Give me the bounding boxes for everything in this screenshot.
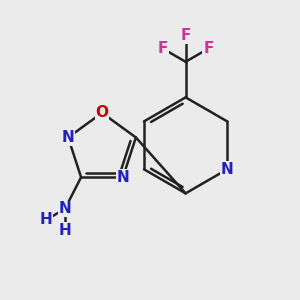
Text: O: O bbox=[95, 105, 109, 120]
Text: F: F bbox=[203, 41, 214, 56]
Text: F: F bbox=[180, 28, 191, 43]
Text: N: N bbox=[221, 162, 233, 177]
Text: N: N bbox=[117, 170, 129, 185]
Text: H: H bbox=[40, 212, 52, 227]
Text: F: F bbox=[158, 41, 168, 56]
Text: H: H bbox=[58, 223, 71, 238]
Text: N: N bbox=[62, 130, 74, 145]
Text: N: N bbox=[58, 202, 71, 217]
